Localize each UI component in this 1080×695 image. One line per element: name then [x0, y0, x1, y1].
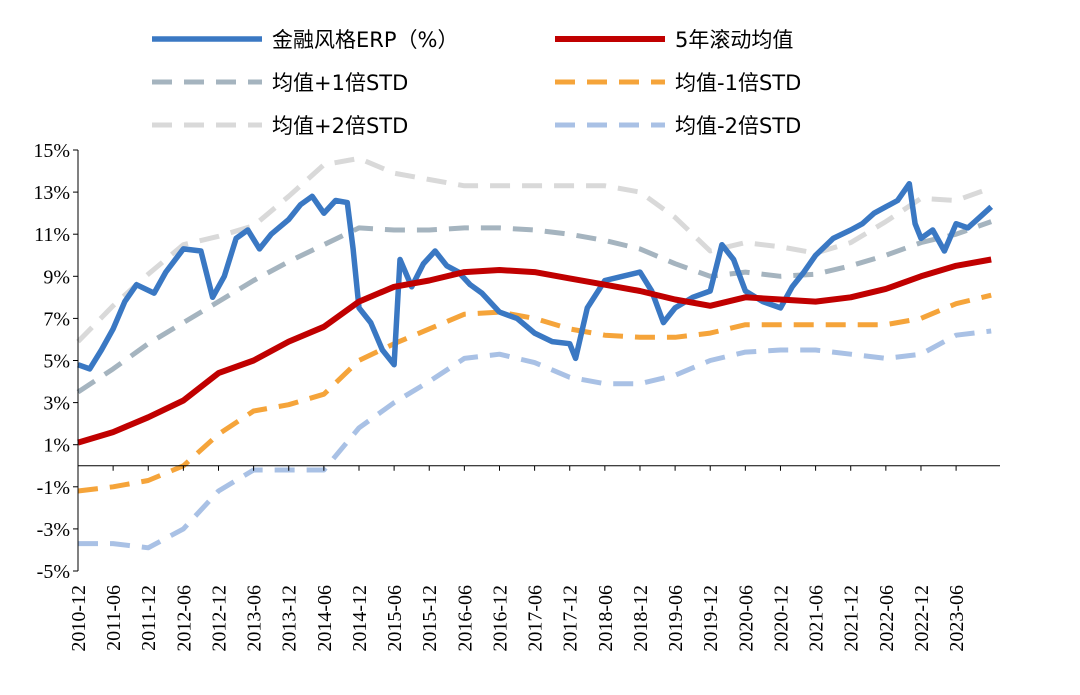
y-tick-label: 11%	[34, 224, 70, 246]
x-tick-label: 2021-06	[806, 585, 828, 652]
x-tick-label: 2020-06	[735, 585, 757, 652]
x-tick-label: 2016-06	[454, 585, 476, 652]
y-tick-label: 9%	[43, 266, 70, 288]
series-line-rolling-mean	[77, 256, 992, 446]
x-tick-label: 2010-12	[68, 585, 90, 652]
x-tick-label: 2011-06	[103, 585, 125, 651]
x-tick-label: 2014-12	[349, 585, 371, 652]
y-tick-label: -5%	[37, 561, 70, 583]
x-tick-label: 2018-06	[595, 585, 617, 652]
series-line-erp	[77, 180, 994, 372]
y-tick-label: 15%	[33, 140, 70, 162]
x-tick-label: 2015-12	[419, 585, 441, 652]
series-line-mean-plus-2std	[76, 155, 993, 344]
legend-label: 均值+1倍STD	[272, 71, 408, 95]
x-tick-label: 2015-06	[384, 585, 406, 652]
y-tick-label: 13%	[33, 182, 70, 204]
x-tick-label: 2016-12	[489, 585, 511, 652]
x-tick-label: 2012-06	[173, 585, 195, 652]
y-tick-label: -3%	[37, 519, 70, 541]
x-tick-label: 2019-06	[665, 585, 687, 652]
legend-label: 均值-2倍STD	[675, 114, 801, 138]
x-tick-label: 2022-12	[911, 585, 933, 652]
x-tick-label: 2017-06	[525, 585, 547, 652]
x-tick-label: 2013-12	[279, 585, 301, 652]
x-tick-label: 2023-06	[946, 585, 968, 652]
x-tick-label: 2014-06	[314, 585, 336, 652]
series-line-mean-plus-1std	[76, 219, 993, 395]
x-tick-label: 2020-12	[770, 585, 792, 652]
y-tick-label: 3%	[43, 393, 70, 415]
x-tick-label: 2022-06	[876, 585, 898, 652]
y-tick-label: -1%	[37, 477, 70, 499]
y-tick-label: 5%	[43, 351, 70, 373]
legend-label: 均值-1倍STD	[675, 71, 801, 95]
x-tick-label: 2018-12	[630, 585, 652, 652]
x-tick-label: 2019-12	[700, 585, 722, 652]
x-tick-label: 2011-12	[138, 585, 160, 651]
x-tick-label: 2017-12	[560, 585, 582, 652]
y-tick-label: 7%	[43, 308, 70, 330]
series-layer	[76, 155, 994, 551]
x-tick-label: 2021-12	[841, 585, 863, 652]
legend-label: 均值+2倍STD	[272, 114, 408, 138]
axes: -5% -3% -1% 1% 3% 5% 7% 9% 11% 13% 15% 2010-12 2011-…	[33, 140, 1000, 652]
series-line-mean-minus-1std	[77, 292, 992, 494]
series-line-mean-minus-2std	[78, 328, 992, 551]
x-tick-label: 2013-06	[244, 585, 266, 652]
legend-label: 5年滚动均值	[675, 28, 793, 52]
legend-label: 金融风格ERP（%）	[272, 28, 458, 52]
x-tick-label: 2012-12	[208, 585, 230, 652]
y-tick-label: 1%	[43, 435, 70, 457]
